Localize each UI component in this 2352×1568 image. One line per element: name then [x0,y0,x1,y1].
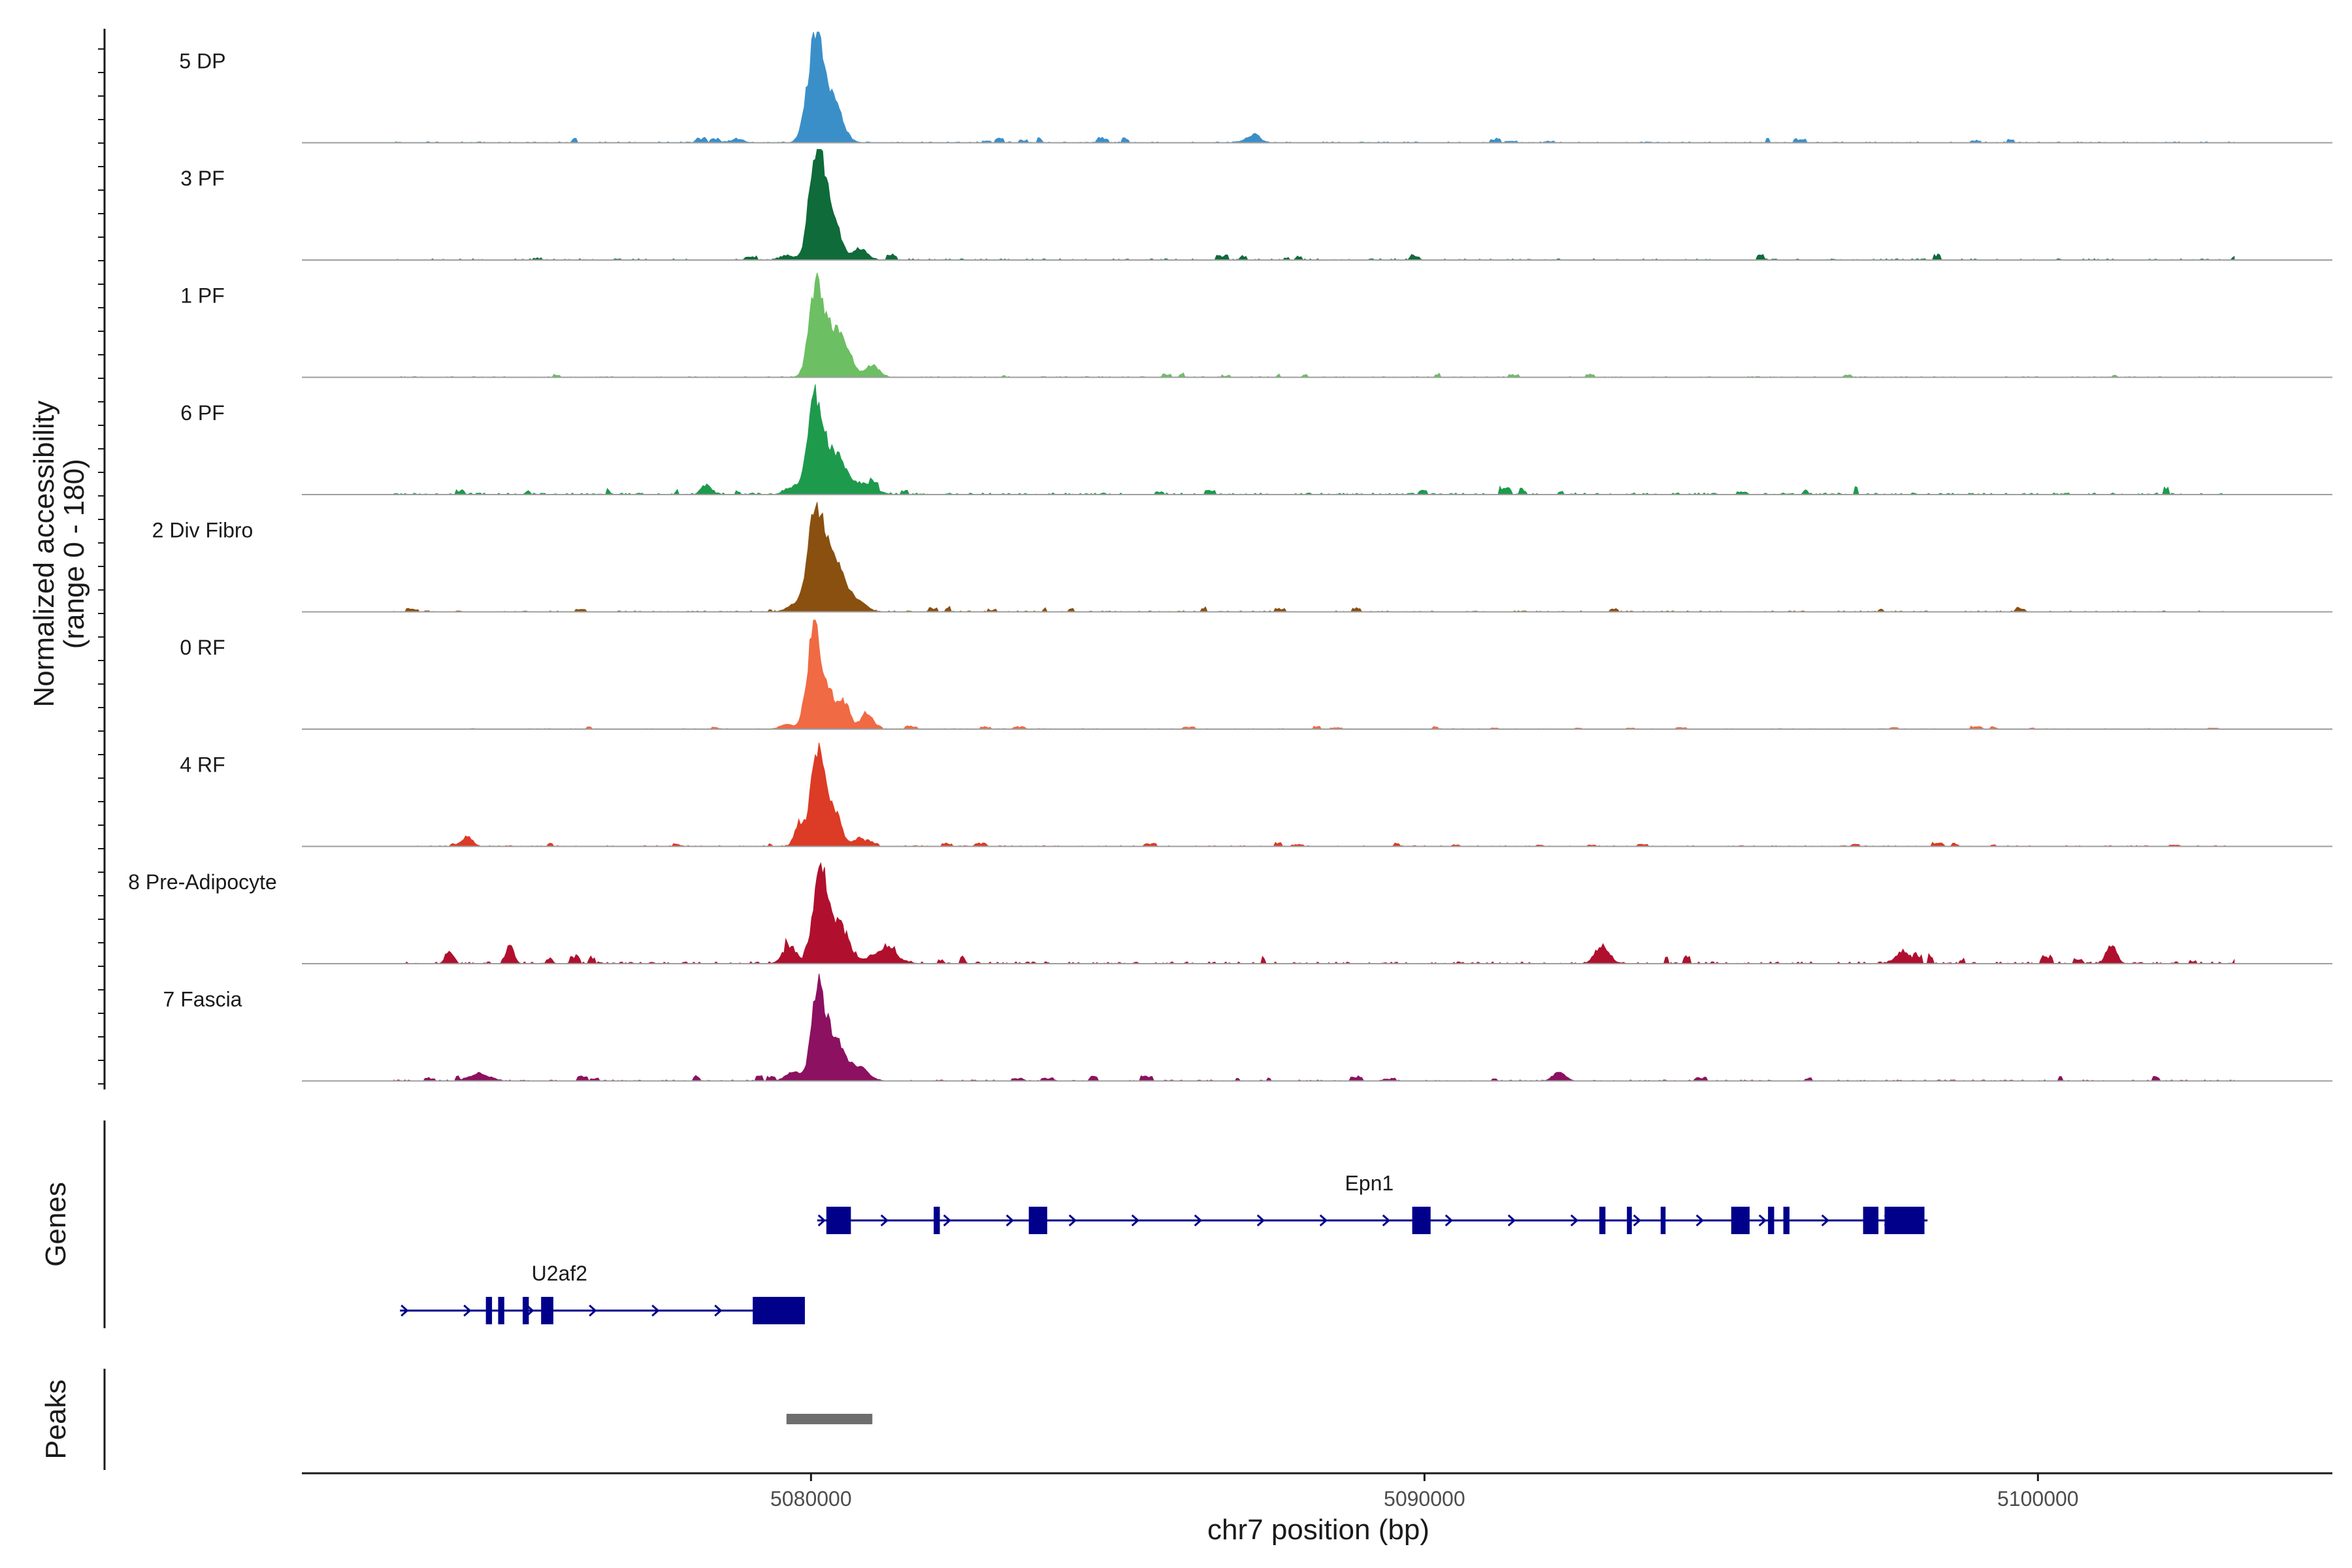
gene-exon [826,1207,851,1234]
coverage-track: 5 DP [179,31,2332,144]
gene-exon [753,1297,805,1324]
track-label: 2 Div Fibro [152,519,253,542]
peaks-panel-title: Peaks [40,1379,72,1459]
genes-panel: Genes U2af2 Epn1 [40,1120,1928,1328]
coverage-track: 2 Div Fibro [152,502,2332,613]
coverage-signal [393,384,2234,495]
strand-arrow [1633,1214,1641,1227]
x-axis: 5080000 5090000 5100000 chr7 position (bp) [302,1472,2332,1546]
track-label: 4 RF [180,753,225,777]
gene-exon [485,1297,493,1324]
strand-arrow [463,1304,472,1317]
coverage-tracks: 5 DP 3 PF 1 PF 6 PF 2 Div Fibro 0 RF 4 RF 8 Pre… [128,31,2332,1082]
coverage-track: 8 Pre-Adipocyte [128,862,2332,964]
strand-arrow [1319,1214,1328,1227]
strand-arrow [651,1304,660,1317]
strand-arrow [817,1214,826,1227]
gene-exon [1783,1207,1790,1234]
track-label: 6 PF [180,401,225,425]
gene-exon [541,1297,553,1324]
gene-exon [523,1297,529,1324]
strand-arrow [943,1214,951,1227]
y-axis-title: Normalized accessibility [28,400,60,707]
strand-arrow [714,1304,723,1317]
coverage-track: 4 RF [180,742,2332,847]
strand-arrow [400,1304,409,1317]
gene-model: U2af2 [400,1262,805,1324]
strand-arrow [1068,1214,1077,1227]
track-label: 5 DP [179,50,225,73]
coverage-track: 1 PF [180,272,2332,378]
coverage-signal [393,742,2235,847]
gene-exon [1884,1207,1925,1234]
x-tick-label: 5100000 [1997,1487,2079,1511]
gene-label: U2af2 [532,1262,587,1285]
coverage-signal [393,502,2234,613]
genes-panel-title: Genes [40,1182,72,1267]
strand-arrow [589,1304,597,1317]
strand-arrow [1382,1214,1390,1227]
gene-models: U2af2 Epn1 [400,1171,1928,1324]
x-axis-title: chr7 position (bp) [1207,1514,1429,1546]
strand-arrow [1570,1214,1578,1227]
gene-exon [1731,1207,1750,1234]
gene-exon [1028,1207,1047,1234]
strand-arrow [1821,1214,1829,1227]
coverage-track: 3 PF [180,148,2332,261]
x-tick-label: 5090000 [1384,1487,1465,1511]
peak-regions [786,1414,873,1424]
gene-label: Epn1 [1345,1171,1394,1195]
strand-arrow [1695,1214,1704,1227]
gene-exon [1412,1207,1431,1234]
gene-exon [1863,1207,1879,1234]
x-tick-label: 5080000 [770,1487,852,1511]
gene-exon [934,1207,940,1234]
track-label: 7 Fascia [163,988,242,1011]
strand-arrow [1507,1214,1516,1227]
strand-arrow [1194,1214,1202,1227]
strand-arrow [1256,1214,1265,1227]
y-axis-range-note: (range 0 - 180) [58,459,90,649]
strand-arrow [880,1214,889,1227]
coverage-signal [393,31,2235,144]
coverage-track: 7 Fascia [163,973,2332,1082]
peak-region [786,1414,873,1424]
gene-exon [1660,1207,1666,1234]
track-label: 0 RF [180,636,225,659]
x-axis-ticks: 5080000 5090000 5100000 [770,1473,2079,1511]
gene-exon [1627,1207,1632,1234]
track-label: 8 Pre-Adipocyte [128,870,277,894]
strand-arrow [1758,1214,1767,1227]
strand-arrow [1131,1214,1139,1227]
coverage-track: 0 RF [180,619,2332,730]
strand-arrow [1005,1214,1014,1227]
coverage-signal [393,272,2235,378]
track-label: 1 PF [180,284,225,308]
coverage-track: 6 PF [180,384,2332,495]
coverage-signal [393,862,2235,964]
coverage-signal [393,973,2235,1082]
gene-exon [1768,1207,1774,1234]
track-label: 3 PF [180,167,225,190]
strand-arrow [1445,1214,1453,1227]
gene-model: Epn1 [817,1171,1928,1234]
coverage-signal [393,148,2235,261]
gene-exon [498,1297,504,1324]
gene-exon [1599,1207,1606,1234]
coverage-y-axis [98,29,106,1090]
peaks-panel: Peaks [40,1369,873,1470]
coverage-signal [393,619,2234,730]
